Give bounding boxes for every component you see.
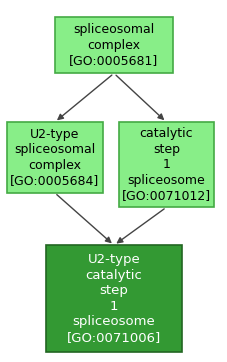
FancyBboxPatch shape — [118, 122, 213, 207]
FancyBboxPatch shape — [45, 245, 182, 352]
Text: U2-type
catalytic
step
1
spliceosome
[GO:0071006]: U2-type catalytic step 1 spliceosome [GO… — [67, 253, 160, 344]
FancyBboxPatch shape — [54, 17, 173, 73]
Text: spliceosomal
complex
[GO:0005681]: spliceosomal complex [GO:0005681] — [69, 23, 158, 67]
Text: catalytic
step
1
spliceosome
[GO:0071012]: catalytic step 1 spliceosome [GO:0071012… — [121, 127, 210, 202]
Text: U2-type
spliceosomal
complex
[GO:0005684]: U2-type spliceosomal complex [GO:0005684… — [10, 128, 99, 187]
FancyBboxPatch shape — [7, 122, 102, 193]
